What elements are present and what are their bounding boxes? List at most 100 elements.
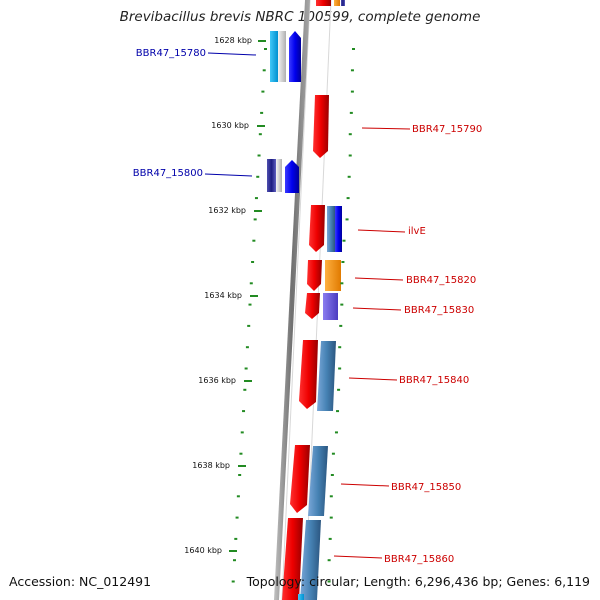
gc-dash xyxy=(251,261,255,263)
tick-label: 1630 kbp xyxy=(211,121,249,130)
gc-dash xyxy=(231,580,235,583)
gc-dash xyxy=(350,69,354,72)
gene-label-text[interactable]: BBR47_15860 xyxy=(384,554,454,565)
gc-dash xyxy=(243,388,247,391)
gc-dash xyxy=(329,495,333,498)
gc-dash xyxy=(328,537,332,540)
genome-backbone xyxy=(274,0,310,600)
gc-dash xyxy=(349,111,353,114)
gc-dash xyxy=(352,48,355,50)
tick-label: 1628 kbp xyxy=(214,36,252,45)
gc-dash xyxy=(260,111,264,114)
gene-label-ilve[interactable]: ilvE xyxy=(357,226,426,237)
genome-title: Brevibacillus brevis NBRC 100599, comple… xyxy=(119,9,481,25)
gene-label-text[interactable]: BBR47_15800 xyxy=(133,168,203,179)
gc-dash xyxy=(236,495,240,498)
gc-dash xyxy=(253,218,257,221)
gene-label-text[interactable]: BBR47_15850 xyxy=(391,482,461,493)
feature-bottom-cyan xyxy=(298,594,304,600)
gc-dash xyxy=(264,48,267,50)
gc-dash xyxy=(238,474,242,476)
tick-label: 1632 kbp xyxy=(208,206,246,215)
feature-top-orange xyxy=(334,0,340,6)
gc-dash xyxy=(252,239,256,242)
gene-label-bbr47-15800[interactable]: BBR47_15800 xyxy=(133,168,253,179)
gene-bbr47-15800-arrow xyxy=(285,160,299,193)
tick-label: 1636 kbp xyxy=(198,376,236,385)
gc-dash xyxy=(339,324,343,327)
gc-dash xyxy=(340,303,344,306)
gc-dash xyxy=(257,154,261,157)
gc-dash xyxy=(337,388,341,391)
gene-label-text[interactable]: BBR47_15840 xyxy=(399,375,469,386)
gc-dash xyxy=(348,154,352,157)
gc-dash xyxy=(340,282,344,285)
gc-dash xyxy=(258,133,262,136)
gene-bbr47-15830-arrow xyxy=(305,293,320,319)
gene-bbr47-15780-cyan xyxy=(270,31,278,82)
gene-bbr47-15840-arrow xyxy=(299,340,318,409)
gene-bbr47-15830-purple xyxy=(323,293,338,320)
gc-dash xyxy=(346,197,350,200)
gc-skew-right xyxy=(327,48,355,583)
tick-label: 1634 kbp xyxy=(204,291,242,300)
gene-bbr47-15800-gray xyxy=(276,159,282,192)
gc-dash xyxy=(261,90,265,93)
gene-bbr47-15800-navy xyxy=(267,159,276,192)
gene-label-bbr47-15790[interactable]: BBR47_15790 xyxy=(361,124,482,135)
tick-label: 1638 kbp xyxy=(192,461,230,470)
gc-dash xyxy=(342,239,346,242)
gene-label-bbr47-15850[interactable]: BBR47_15850 xyxy=(340,482,461,493)
gene-bbr47-15790-arrow xyxy=(313,95,329,158)
gene-label-text[interactable]: BBR47_15830 xyxy=(404,305,474,316)
gc-dash xyxy=(244,367,248,370)
gc-dash xyxy=(338,346,342,349)
gene-bbr47-15860-arrow xyxy=(282,518,303,600)
gene-label-bbr47-15840[interactable]: BBR47_15840 xyxy=(348,375,469,386)
gc-dash xyxy=(262,69,266,72)
gene-bbr47-15850-arrow xyxy=(290,445,310,513)
gc-dash xyxy=(338,367,342,370)
gc-dash xyxy=(240,431,244,434)
gc-dash xyxy=(327,580,331,583)
gc-dash xyxy=(254,197,258,200)
gene-bbr47-15840-steel xyxy=(317,341,336,411)
gene-bbr47-15780-gray xyxy=(278,31,286,82)
gene-label-text[interactable]: BBR47_15820 xyxy=(406,275,476,286)
gene-label-bbr47-15780[interactable]: BBR47_15780 xyxy=(136,48,257,59)
gc-dash xyxy=(239,452,243,455)
gc-dash xyxy=(248,303,252,306)
gc-dash xyxy=(249,282,253,285)
gene-ilve-blue xyxy=(335,206,342,252)
gc-dash xyxy=(347,175,351,178)
gc-dash xyxy=(327,559,331,562)
gene-label-text[interactable]: ilvE xyxy=(408,226,426,237)
tick-label: 1640 kbp xyxy=(184,546,222,555)
gc-dash xyxy=(242,410,246,413)
gene-label-bbr47-15860[interactable]: BBR47_15860 xyxy=(333,554,454,565)
gene-label-bbr47-15820[interactable]: BBR47_15820 xyxy=(354,275,476,286)
accession-text: Accession: NC_012491 xyxy=(9,574,152,589)
gc-dash xyxy=(232,559,236,562)
gene-ilve-arrow xyxy=(309,205,325,252)
feature-top-red xyxy=(316,0,331,6)
gc-dash xyxy=(256,175,260,178)
gene-label-text[interactable]: BBR47_15780 xyxy=(136,48,206,59)
gc-dash xyxy=(330,474,334,476)
gc-dash xyxy=(345,218,349,221)
gc-dash xyxy=(245,346,249,349)
kbp-scale: 1628 kbp 1630 kbp 1632 kbp 1634 kbp 1636… xyxy=(184,36,266,555)
gene-label-bbr47-15830[interactable]: BBR47_15830 xyxy=(352,305,474,316)
gc-dash xyxy=(350,90,354,93)
gene-label-text[interactable]: BBR47_15790 xyxy=(412,124,482,135)
gc-dash xyxy=(247,324,251,327)
gene-bbr47-15780-arrow xyxy=(289,31,301,82)
gc-dash xyxy=(235,516,239,519)
gc-dash xyxy=(341,261,345,263)
gc-dash xyxy=(234,537,238,540)
gc-dash xyxy=(348,133,352,136)
gene-bbr47-15860-steel xyxy=(300,520,321,600)
gene-bbr47-15820-orange xyxy=(325,260,341,291)
genome-info-text: Topology: circular; Length: 6,296,436 bp… xyxy=(246,574,590,589)
